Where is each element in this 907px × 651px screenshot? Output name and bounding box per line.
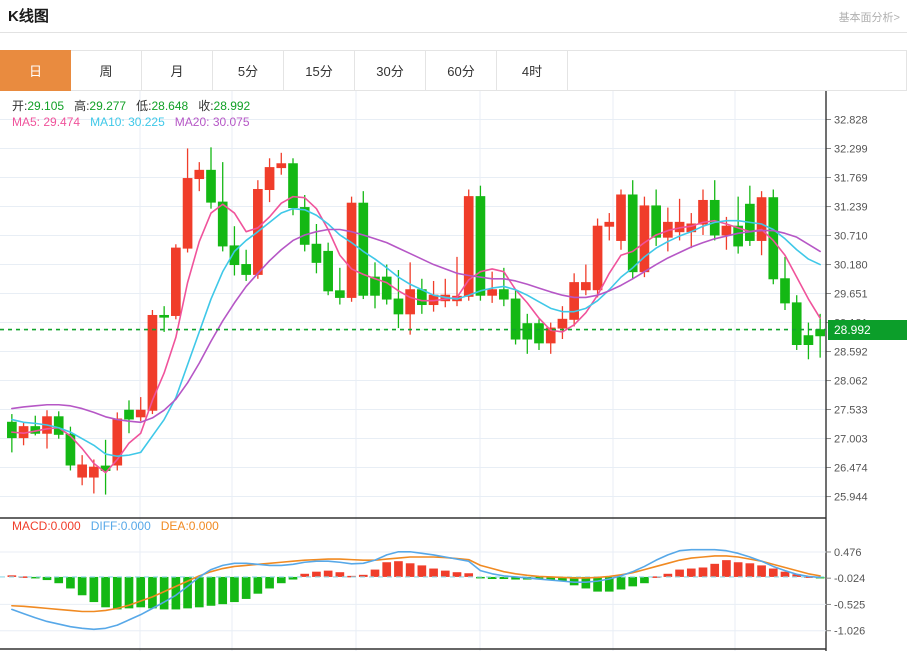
price-axis-tick: 29.651	[834, 289, 868, 301]
diff-line	[11, 548, 821, 631]
price-axis-tick: 25.944	[834, 492, 868, 504]
price-axis-tick: 30.710	[834, 231, 868, 243]
macd-axis-tick: 0.476	[834, 547, 862, 559]
tabbar-filler	[568, 50, 907, 91]
price-axis-tick: 27.533	[834, 405, 868, 417]
candlestick-series	[7, 147, 825, 495]
price-axis-tick: 28.592	[834, 347, 868, 359]
kline-chart-svg[interactable]: 32.828 32.299 31.769 31.239 30.710 30.180 29.6…	[0, 91, 907, 651]
current-price-badge: 28.992	[828, 319, 907, 340]
tab-7[interactable]: 60分	[426, 50, 497, 91]
tab-5[interactable]: 15分	[284, 50, 355, 91]
price-axis-tick: 26.474	[834, 463, 868, 475]
tab-8[interactable]: 4时	[497, 50, 568, 91]
price-axis-tick: 27.003	[834, 434, 868, 446]
tab-3[interactable]: 月	[142, 50, 213, 91]
tab-4[interactable]: 5分	[213, 50, 284, 91]
macd-axis-tick: -0.525	[834, 599, 865, 611]
ma10-line	[11, 207, 821, 458]
macd-histogram	[7, 560, 825, 610]
ma5-line	[11, 195, 821, 474]
page-title: K线图	[8, 8, 49, 25]
fundamental-analysis-link[interactable]: 基本面分析>	[838, 12, 900, 24]
tab-6[interactable]: 30分	[355, 50, 426, 91]
price-axis-tick: 28.062	[834, 376, 868, 388]
dea-line	[11, 555, 821, 613]
macd-axis-tick: -0.024	[834, 573, 865, 585]
price-axis-tick: 30.180	[834, 260, 868, 272]
tab-1[interactable]: 日	[0, 50, 71, 91]
macd-axis-tick: -1.026	[834, 626, 865, 638]
period-tabbar: 日周月 5分 15分 30分 60分 4时	[0, 50, 907, 91]
price-axis-tick: 31.769	[834, 173, 868, 185]
tab-2[interactable]: 周	[71, 50, 142, 91]
ma20-line	[11, 228, 821, 424]
price-axis-tick: 31.239	[834, 202, 868, 214]
page-header: K线图 基本面分析>	[0, 0, 907, 33]
price-axis-tick: 32.299	[834, 143, 868, 155]
chart-area: 32.828 32.299 31.769 31.239 30.710 30.180 29.6…	[0, 91, 907, 651]
price-axis-tick: 32.828	[834, 115, 868, 127]
